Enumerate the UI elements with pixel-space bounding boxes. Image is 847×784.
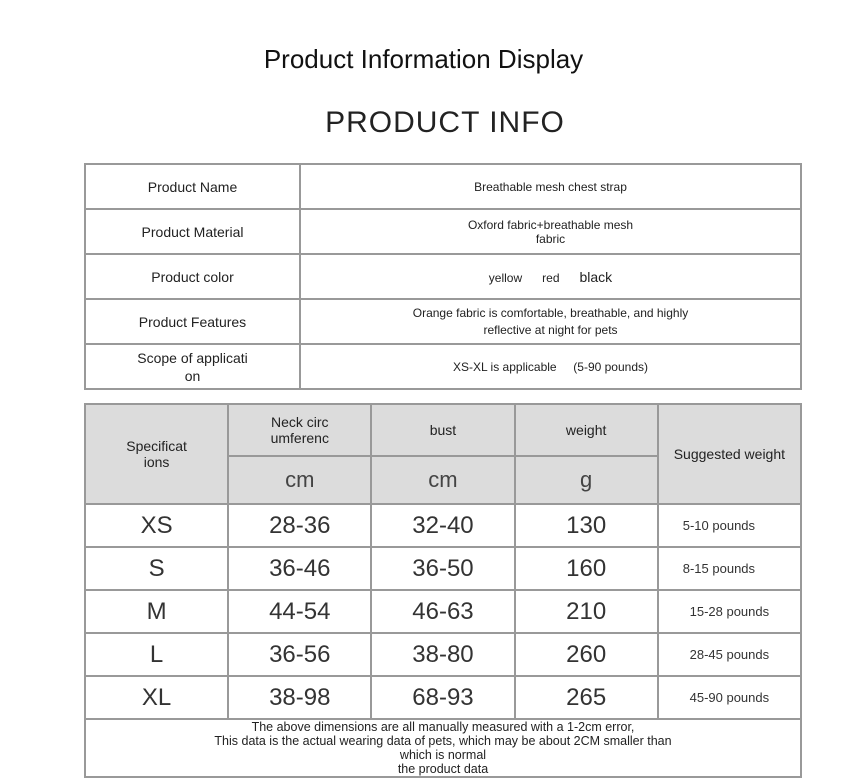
size: M xyxy=(83,589,230,634)
header-bust: bust xyxy=(370,403,516,457)
info-value: Orange fabric is comfortable, breathable… xyxy=(299,298,802,345)
table-row: L 36-56 38-80 260 28-45 pounds xyxy=(83,632,803,677)
note-line: This data is the actual wearing data of … xyxy=(214,734,672,748)
header-weight: weight xyxy=(513,403,659,457)
info-value: XS-XL is applicable (5-90 pounds) xyxy=(299,343,802,390)
size: XS xyxy=(83,503,230,548)
info-row: Product Features Orange fabric is comfort… xyxy=(84,298,802,345)
size: S xyxy=(83,546,230,591)
info-row: Scope of applicati on XS-XL is applicable… xyxy=(84,343,802,390)
weight: 265 xyxy=(513,675,659,720)
size: L xyxy=(83,632,230,677)
neck: 36-46 xyxy=(227,546,373,591)
header-suggested: Suggested weight xyxy=(656,403,803,505)
weight: 260 xyxy=(513,632,659,677)
note-line: which is normal xyxy=(399,748,487,762)
suggested: 8-15 pounds xyxy=(656,546,803,591)
size-table: Specificat ions Neck circ umferenc bust … xyxy=(83,403,803,778)
table-row: XS 28-36 32-40 130 5-10 pounds xyxy=(83,503,803,548)
info-value: yellow red black xyxy=(299,253,802,300)
neck: 36-56 xyxy=(227,632,373,677)
neck: 28-36 xyxy=(227,503,373,548)
info-label: Product color xyxy=(84,253,301,300)
bust: 68-93 xyxy=(370,675,516,720)
header-spec: Specificat ions xyxy=(83,403,230,505)
info-label: Product Features xyxy=(84,298,301,345)
suggested: 45-90 pounds xyxy=(656,675,803,720)
page-title: Product Information Display xyxy=(263,44,584,74)
weight: 130 xyxy=(513,503,659,548)
note-line: The above dimensions are all manually me… xyxy=(251,720,635,734)
weight: 210 xyxy=(513,589,659,634)
product-info-table: Product Name Breathable mesh chest strap … xyxy=(84,163,802,390)
suggested: 5-10 pounds xyxy=(656,503,803,548)
bust: 36-50 xyxy=(370,546,516,591)
table-row: S 36-46 36-50 160 8-15 pounds xyxy=(83,546,803,591)
unit-neck: cm xyxy=(227,455,373,505)
info-row: Product Material Oxford fabric+breathable… xyxy=(84,208,802,255)
info-label: Product Name xyxy=(84,163,301,210)
weight: 160 xyxy=(513,546,659,591)
note-row: The above dimensions are all manually me… xyxy=(84,718,802,778)
size: XL xyxy=(83,675,230,720)
neck: 38-98 xyxy=(227,675,373,720)
unit-weight: g xyxy=(513,455,659,505)
note-line: the product data xyxy=(397,762,489,776)
info-value: Oxford fabric+breathable mesh fabric xyxy=(299,208,802,255)
header-neck: Neck circ umferenc xyxy=(227,403,373,457)
suggested: 15-28 pounds xyxy=(656,589,803,634)
bust: 46-63 xyxy=(370,589,516,634)
info-row: Product color yellow red black xyxy=(84,253,802,300)
info-row: Product Name Breathable mesh chest strap xyxy=(84,163,802,210)
table-row: M 44-54 46-63 210 15-28 pounds xyxy=(83,589,803,634)
neck: 44-54 xyxy=(227,589,373,634)
suggested: 28-45 pounds xyxy=(656,632,803,677)
size-note: The above dimensions are all manually me… xyxy=(84,718,802,778)
bust: 32-40 xyxy=(370,503,516,548)
info-label: Scope of applicati on xyxy=(84,343,301,390)
info-value: Breathable mesh chest strap xyxy=(299,163,802,210)
info-label: Product Material xyxy=(84,208,301,255)
bust: 38-80 xyxy=(370,632,516,677)
table-row: XL 38-98 68-93 265 45-90 pounds xyxy=(83,675,803,720)
unit-bust: cm xyxy=(370,455,516,505)
section-title: PRODUCT INFO xyxy=(325,106,565,139)
